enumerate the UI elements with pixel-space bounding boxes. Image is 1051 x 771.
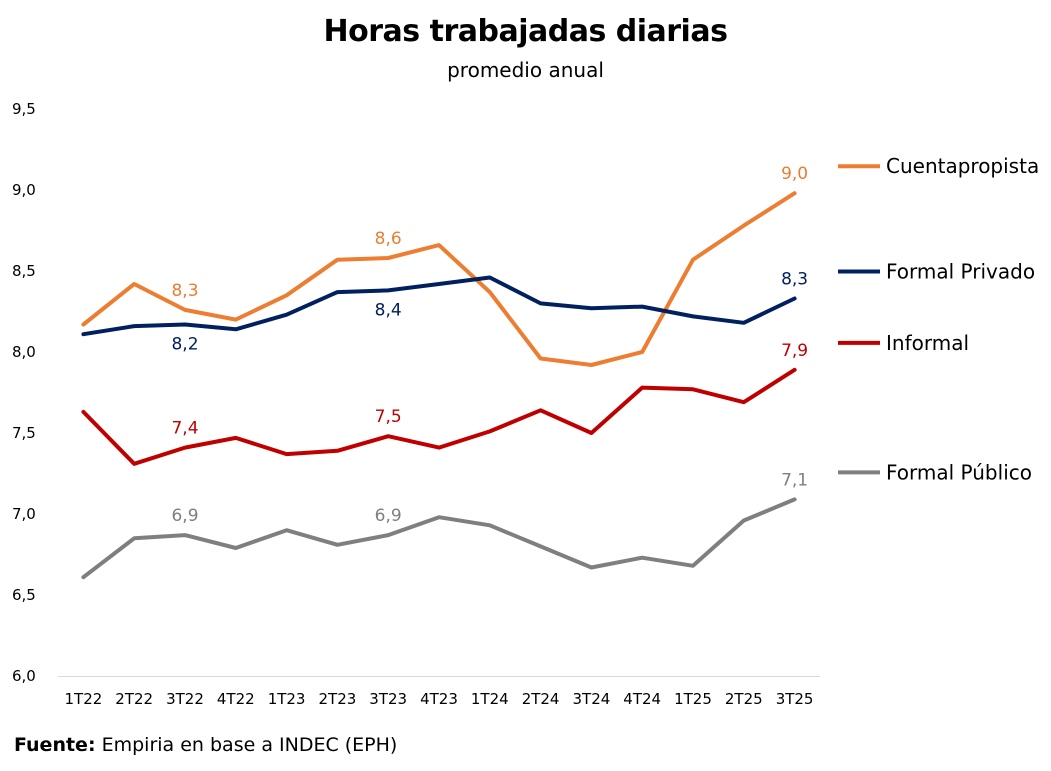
data-label-formal-p-blico: 6,9 [171,506,198,526]
y-tick-label: 9,5 [12,100,36,118]
data-label-cuentapropista: 9,0 [781,164,808,184]
x-tick-label: 3T23 [369,690,407,708]
legend: Cuentapropista Formal Privado Informal Form… [838,154,1039,484]
series-line-formal-privado [81,275,797,337]
data-label-cuentapropista: 8,6 [375,229,402,249]
x-tick-label: 4T22 [217,690,255,708]
data-label-formal-p-blico: 6,9 [375,506,402,526]
x-tick-label: 4T23 [420,690,458,708]
source-text: Empiria en base a INDEC (EPH) [101,734,398,756]
x-tick-label: 3T22 [166,690,204,708]
data-labels: 8,3 8,6 9,0 8,2 8,4 8,3 7,4 7,5 7,9 6,9 6,9 7,1 [171,164,808,526]
series-line-informal [81,367,797,466]
data-label-cuentapropista: 8,3 [171,281,198,301]
x-tick-label: 3T24 [573,690,611,708]
chart-title: Horas trabajadas diarias [323,14,728,49]
chart-subtitle: promedio anual [447,58,604,82]
legend-label-formal-p-blico: Formal Público [886,460,1032,484]
y-tick-label: 7,5 [12,424,36,442]
x-tick-label: 4T24 [623,690,661,708]
x-tick-label: 1T24 [471,690,509,708]
axes: 6,0 6,5 7,0 7,5 8,0 8,5 9,0 9,5 1T22 2T22 3T22 4T22… [12,100,820,708]
source-note: Fuente: Empiria en base a INDEC (EPH) [14,734,397,756]
data-label-informal: 7,5 [375,407,402,427]
x-tick-label: 1T22 [65,690,103,708]
y-tick-label: 8,0 [12,343,36,361]
y-tick-label: 6,0 [12,667,36,685]
x-tick-label: 2T22 [115,690,153,708]
x-tick-label: 2T24 [522,690,560,708]
x-tick-label: 2T23 [319,690,357,708]
data-label-formal-p-blico: 7,1 [781,470,808,490]
series-line-cuentapropista [81,191,797,367]
x-tick-label: 2T25 [725,690,763,708]
data-label-formal-privado: 8,2 [171,334,198,354]
source-label: Fuente: [14,734,96,756]
series-line-formal-p-blico [81,497,797,580]
y-tick-label: 9,0 [12,181,36,199]
y-tick-label: 8,5 [12,262,36,280]
data-label-formal-privado: 8,3 [781,270,808,290]
x-tick-label: 3T25 [776,690,814,708]
legend-label-formal-privado: Formal Privado [886,260,1035,284]
series-lines [81,191,797,580]
legend-label-cuentapropista: Cuentapropista [886,154,1039,178]
x-tick-label: 1T25 [674,690,712,708]
y-tick-label: 6,5 [12,586,36,604]
legend-label-informal: Informal [886,331,969,355]
data-label-informal: 7,9 [781,341,808,361]
x-tick-label: 1T23 [268,690,306,708]
data-label-formal-privado: 8,4 [375,300,402,320]
data-label-informal: 7,4 [171,419,198,439]
y-tick-label: 7,0 [12,505,36,523]
